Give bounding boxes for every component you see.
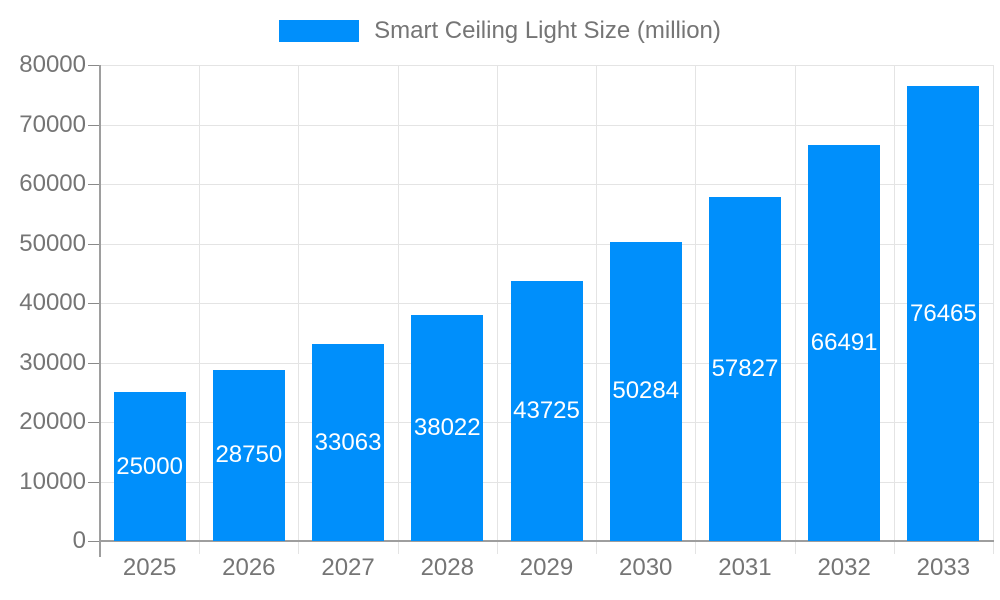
bar[interactable]: 25000 xyxy=(113,392,186,541)
x-tick xyxy=(496,541,498,554)
bar[interactable]: 57827 xyxy=(708,196,781,541)
gridline-h xyxy=(100,65,993,66)
bar-value-label: 50284 xyxy=(612,377,680,405)
y-tick xyxy=(88,65,100,66)
x-tick xyxy=(596,541,598,554)
bar-value-label: 76465 xyxy=(910,299,977,327)
y-axis-label: 70000 xyxy=(19,110,86,138)
x-axis-label: 2030 xyxy=(619,554,673,581)
gridline-v xyxy=(794,65,796,541)
x-axis-line xyxy=(99,540,994,542)
x-tick xyxy=(893,541,895,554)
x-axis-label: 2027 xyxy=(321,554,375,581)
x-axis-label: 2026 xyxy=(222,554,276,581)
y-tick xyxy=(88,124,100,126)
y-axis-line xyxy=(99,65,101,557)
y-axis-label: 20000 xyxy=(19,408,86,435)
bar[interactable]: 38022 xyxy=(411,314,484,541)
bar-value-label: 57827 xyxy=(711,354,779,382)
legend-label: Smart Ceiling Light Size (million) xyxy=(374,17,721,44)
x-axis-label: 2029 xyxy=(519,554,574,581)
bar-value-label: 25000 xyxy=(116,452,183,480)
gridline-v xyxy=(893,65,895,541)
gridline-h xyxy=(100,243,993,245)
y-tick xyxy=(88,541,100,542)
y-axis-label: 30000 xyxy=(19,348,86,376)
gridline-v xyxy=(596,65,598,541)
gridline-v xyxy=(993,65,994,541)
bar[interactable]: 28750 xyxy=(212,369,285,541)
y-axis-label: 10000 xyxy=(19,467,86,495)
y-axis-label: 40000 xyxy=(19,289,86,316)
bar-value-label: 38022 xyxy=(413,413,481,441)
y-axis-label: 80000 xyxy=(19,51,86,78)
gridline-h xyxy=(100,184,993,185)
x-tick xyxy=(199,541,201,554)
x-tick xyxy=(298,541,300,554)
x-tick xyxy=(695,541,697,554)
bar[interactable]: 66491 xyxy=(808,145,881,541)
x-axis-label: 2032 xyxy=(817,554,871,581)
y-axis-label: 50000 xyxy=(19,229,86,257)
y-tick xyxy=(88,422,100,423)
y-tick xyxy=(88,184,100,185)
bar-value-label: 28750 xyxy=(215,441,283,469)
gridline-v xyxy=(397,65,399,541)
bar[interactable]: 76465 xyxy=(907,86,980,541)
gridline-h xyxy=(100,124,993,126)
gridline-v xyxy=(496,65,498,541)
y-axis-label: 60000 xyxy=(19,170,86,197)
y-tick xyxy=(88,303,100,304)
y-tick xyxy=(88,362,100,364)
gridline-v xyxy=(199,65,201,541)
x-tick xyxy=(993,541,994,554)
x-tick xyxy=(397,541,399,554)
legend-swatch-icon[interactable] xyxy=(279,20,360,42)
bar[interactable]: 43725 xyxy=(510,280,583,541)
x-tick xyxy=(794,541,796,554)
bar-value-label: 43725 xyxy=(513,396,580,424)
y-axis-label: 0 xyxy=(72,527,86,554)
gridline-v xyxy=(695,65,697,541)
y-tick xyxy=(88,481,100,483)
x-axis-label: 2025 xyxy=(122,554,177,581)
gridline-v xyxy=(298,65,300,541)
x-axis-label: 2028 xyxy=(420,554,474,581)
x-axis-label: 2033 xyxy=(916,554,971,581)
bar-value-label: 33063 xyxy=(314,428,382,456)
bar[interactable]: 50284 xyxy=(609,241,682,541)
bar[interactable]: 33063 xyxy=(312,344,385,541)
bar-value-label: 66491 xyxy=(810,329,878,357)
legend[interactable]: Smart Ceiling Light Size (million) xyxy=(0,18,1000,44)
y-tick xyxy=(88,243,100,245)
x-axis-label: 2031 xyxy=(718,554,772,581)
